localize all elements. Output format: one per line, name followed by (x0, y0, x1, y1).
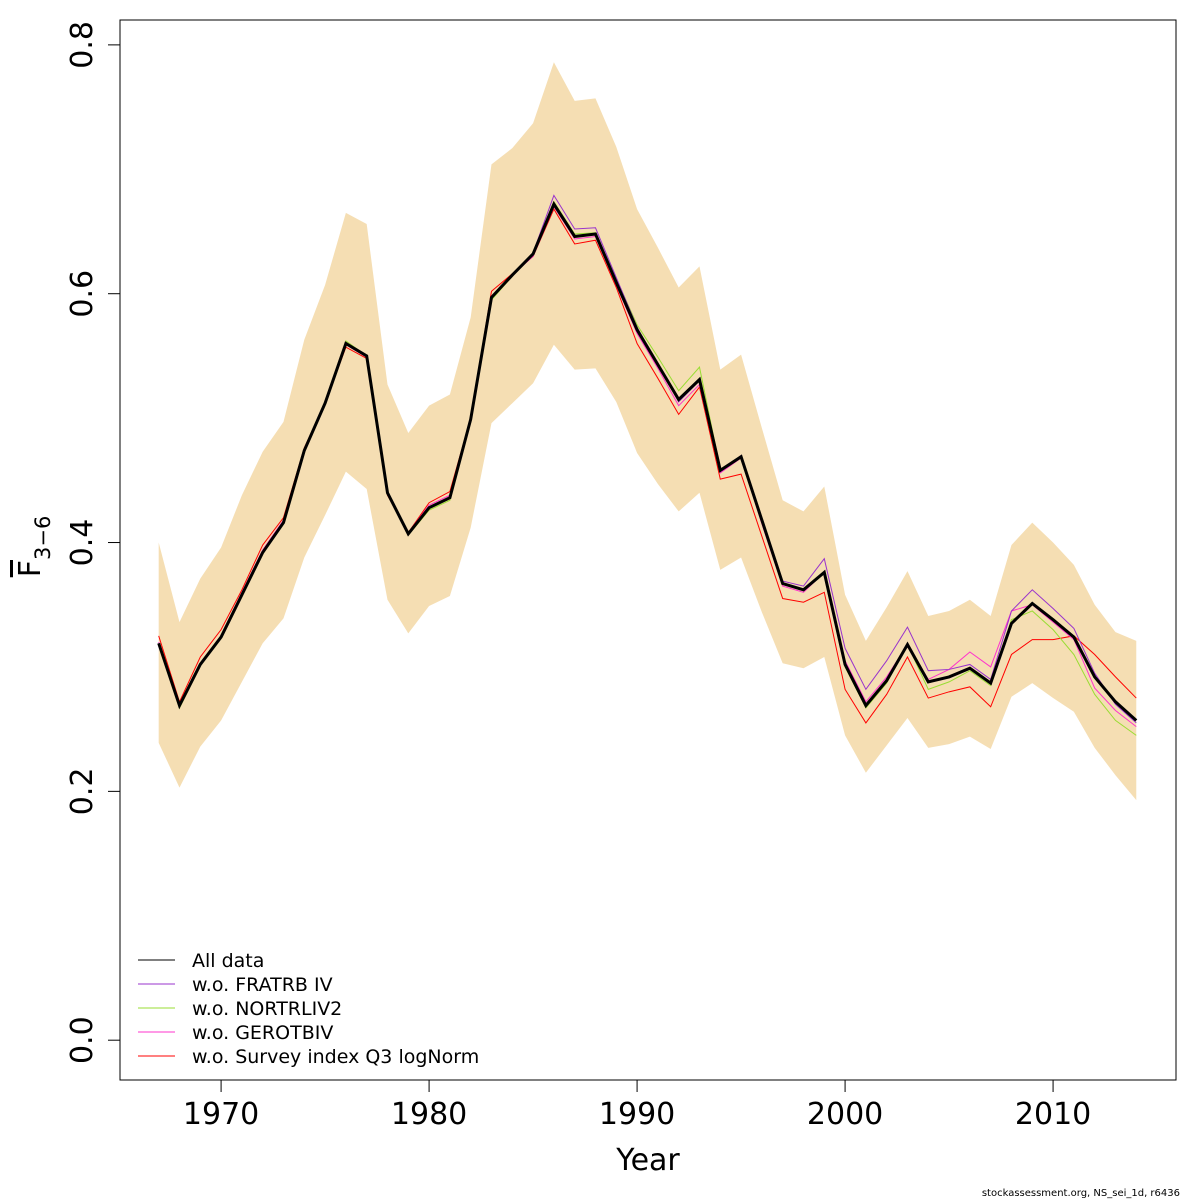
y-axis-label-main: F (13, 560, 48, 577)
y-axis-label-sub: 3−6 (31, 516, 55, 560)
series-line (157, 200, 1138, 722)
x-tick-label: 2000 (807, 1097, 883, 1132)
y-axis-label: F 3−6 (13, 516, 55, 578)
y-tick-label: 0.8 (65, 21, 100, 69)
x-axis-label: Year (615, 1143, 680, 1178)
footer: stockassessment.org, NS_sei_1d, r6436 (982, 1188, 1180, 1199)
legend-label: All data (192, 950, 264, 972)
y-tick-label: 0.4 (65, 519, 100, 567)
y-tick-label: 0.2 (65, 768, 100, 816)
confidence-band (158, 62, 1137, 801)
y-tick-label: 0.6 (65, 270, 100, 318)
plot-frame (119, 19, 1177, 1081)
legend-label: w.o. GEROTBIV (192, 1022, 333, 1044)
y-tick-label: 0.0 (65, 1016, 100, 1064)
x-tick-label: 1970 (183, 1097, 259, 1132)
legend-label: w.o. FRATRB IV (192, 974, 333, 996)
legend-label: w.o. Survey index Q3 logNorm (192, 1046, 479, 1068)
x-tick-label: 1990 (599, 1097, 675, 1132)
x-tick-label: 2010 (1015, 1097, 1091, 1132)
legend-label: w.o. NORTRLIV2 (192, 998, 342, 1020)
x-tick-label: 1980 (391, 1097, 467, 1132)
